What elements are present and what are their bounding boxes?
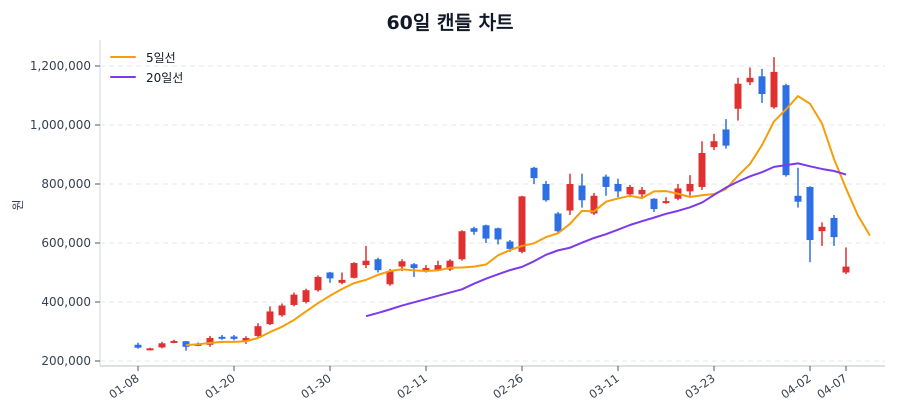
candle [542,181,550,202]
candle [722,119,730,149]
y-axis-label: 원 [11,199,25,210]
candle [458,230,466,261]
y-tick-label: 600,000 [41,236,91,250]
candle [434,260,442,272]
candle [470,226,478,235]
x-tick-label: 04-07 [814,371,849,402]
candle [518,195,526,254]
candle [494,227,502,245]
candle [830,214,838,246]
axes [99,40,885,367]
y-tick-label: 1,000,000 [30,118,91,132]
x-tick-label: 01-20 [202,371,237,402]
x-tick-label: 03-23 [682,371,717,402]
candle [374,257,382,273]
candle [782,83,790,177]
candle [266,306,274,326]
candle [818,222,826,246]
y-tick-label: 400,000 [41,295,91,309]
x-axis-ticks: 01-08 01-20 01-30 02-11 02-26 03-11 03-23 04-02… [106,366,850,402]
candle [734,77,742,121]
y-axis-ticks: 200,000 400,000 600,000 800,000 1,000,000 1,2… [30,59,100,368]
candle [134,342,142,349]
candle [446,259,454,272]
candle [206,335,214,347]
candle [614,178,622,198]
x-tick-label: 02-11 [394,371,429,402]
ma5-line-swatch-icon [110,55,136,59]
candle [758,68,766,103]
candle [362,245,370,269]
legend: 5일선 20일선 [110,47,183,87]
candle [182,340,190,351]
ma20-line-swatch-icon [110,75,136,79]
candle [650,198,658,213]
legend-item-ma5[interactable]: 5일선 [110,47,183,67]
candle [170,339,178,344]
candle [230,335,238,341]
candle [242,336,250,344]
y-tick-label: 1,200,000 [30,59,91,73]
candle [698,141,706,190]
legend-item-ma20[interactable]: 20일선 [110,67,183,87]
moving-average-lines [185,95,871,347]
candle [338,272,346,285]
candle [578,173,586,208]
candle [746,67,754,86]
candle [602,174,610,196]
x-tick-label: 01-30 [298,371,333,402]
candles [134,57,850,351]
candle [326,271,334,283]
candle [314,275,322,292]
candle [710,133,718,151]
candle [566,173,574,215]
gridlines [100,65,885,362]
x-tick-label: 01-08 [106,371,141,402]
candle [482,224,490,243]
candle [686,175,694,196]
candle [806,186,814,263]
x-tick-label: 03-11 [586,371,621,402]
legend-label: 5일선 [146,50,176,65]
candle [158,341,166,349]
x-tick-label: 02-26 [490,371,525,402]
ma20-line [365,162,847,318]
candle [638,186,646,198]
y-tick-label: 200,000 [41,354,91,368]
candle [302,288,310,304]
candle [146,347,154,351]
x-tick-label: 04-02 [778,371,813,402]
legend-label: 20일선 [146,70,184,85]
candle [290,292,298,307]
candle [530,166,538,184]
candle [674,184,682,201]
candle [662,197,670,204]
y-tick-label: 800,000 [41,177,91,191]
candle [554,212,562,233]
candle [350,262,358,279]
candle [278,303,286,317]
candle [254,323,262,337]
chart-title: 60일 캔들 차트 [386,12,514,34]
candle [770,57,778,109]
candle [842,247,850,274]
candle [794,167,802,208]
ma5-line [185,95,871,347]
candle [218,335,226,340]
